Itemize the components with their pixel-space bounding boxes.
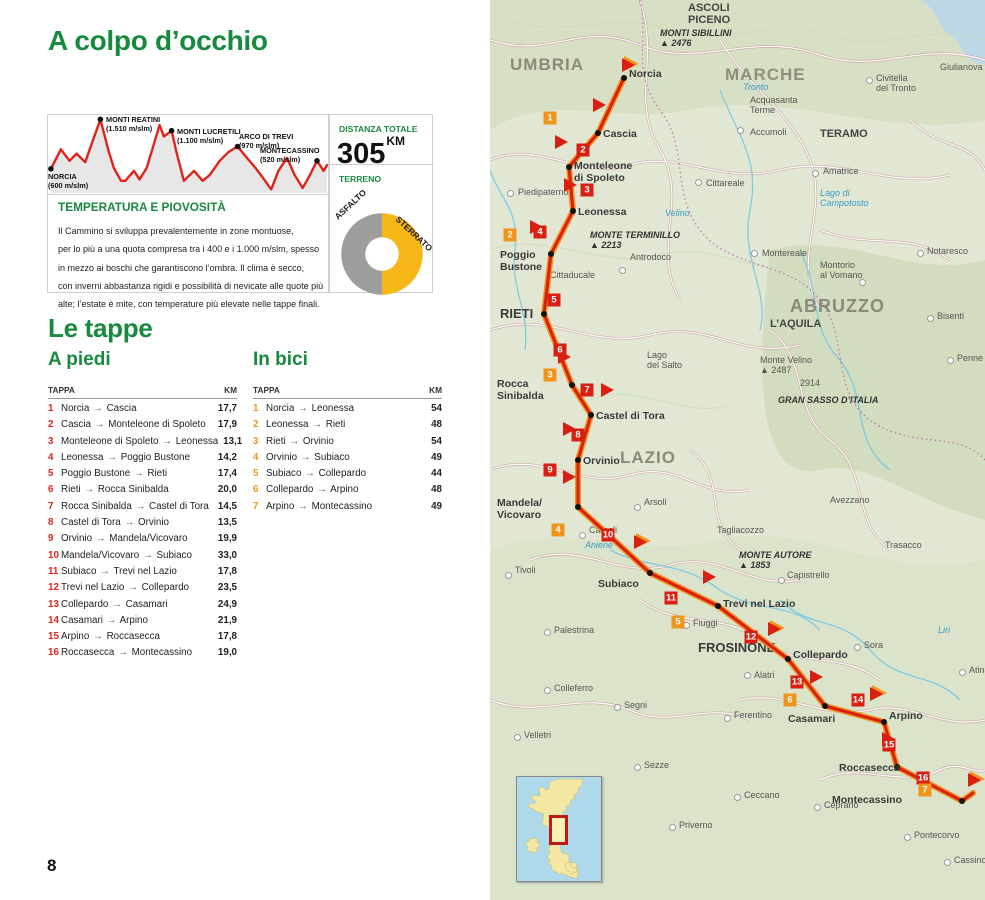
svg-text:ASFALTO: ASFALTO: [333, 189, 369, 221]
